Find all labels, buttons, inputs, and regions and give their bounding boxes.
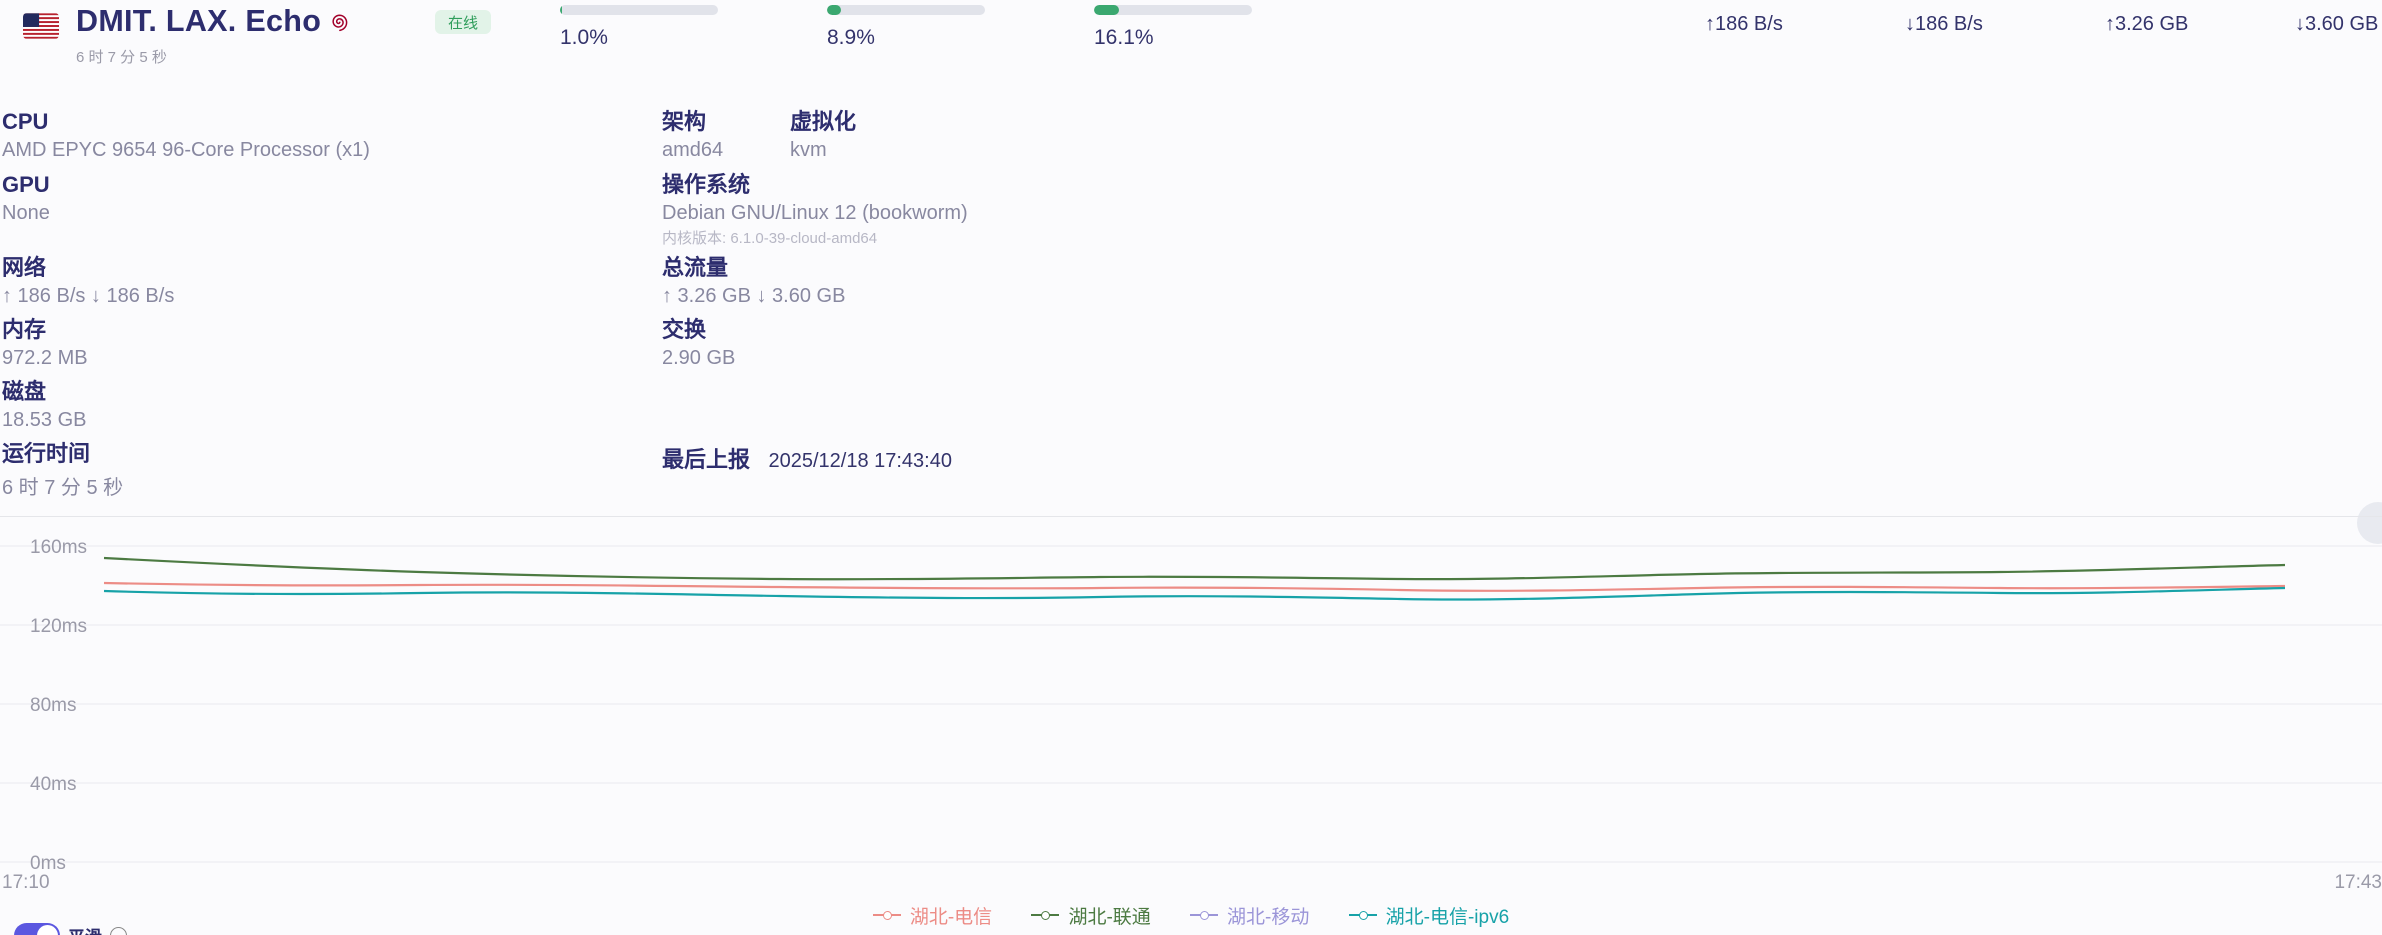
svg-text:80ms: 80ms (30, 695, 76, 716)
svg-text:17:10: 17:10 (2, 872, 50, 893)
svg-text:0ms: 0ms (30, 853, 66, 874)
svg-text:17:43: 17:43 (2334, 872, 2382, 893)
svg-text:40ms: 40ms (30, 774, 76, 795)
svg-text:120ms: 120ms (30, 616, 87, 637)
svg-text:160ms: 160ms (30, 537, 87, 558)
